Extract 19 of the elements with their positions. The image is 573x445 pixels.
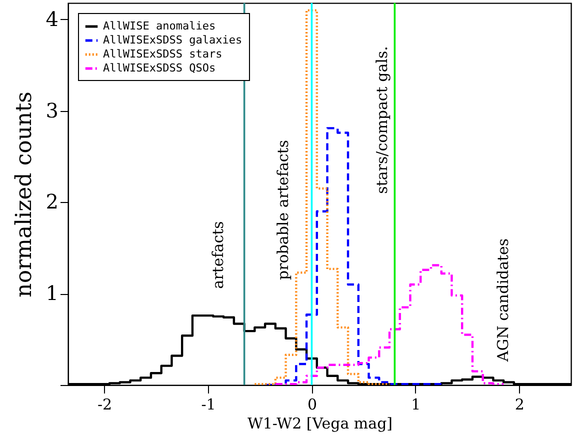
y-tick-label: 1 [46, 281, 58, 306]
annotation: stars/compact gals. [373, 46, 391, 194]
y-axis-title: normalized counts [12, 92, 37, 298]
annotation: AGN candidates [494, 238, 512, 363]
annotation: probable artefacts [274, 140, 292, 280]
x-axis-title: W1-W2 [Vega mag] [247, 414, 393, 432]
x-tick-label: 2 [514, 396, 524, 414]
y-tick-label: 4 [46, 6, 58, 31]
annotation: artefacts [209, 221, 227, 289]
x-tick-label: 1 [411, 396, 421, 414]
legend-label: AllWISExSDSS stars [103, 48, 222, 60]
y-tick-label: 3 [46, 98, 58, 122]
x-tick-label: 0 [307, 396, 317, 414]
x-tick-label: -2 [97, 396, 112, 414]
x-tick-label: -1 [201, 396, 216, 414]
y-tick-label: 2 [46, 190, 58, 214]
legend-label: AllWISExSDSS galaxies [103, 34, 242, 46]
legend-label: AllWISExSDSS QSOs [103, 62, 216, 74]
legend-label: AllWISE anomalies [103, 20, 216, 32]
